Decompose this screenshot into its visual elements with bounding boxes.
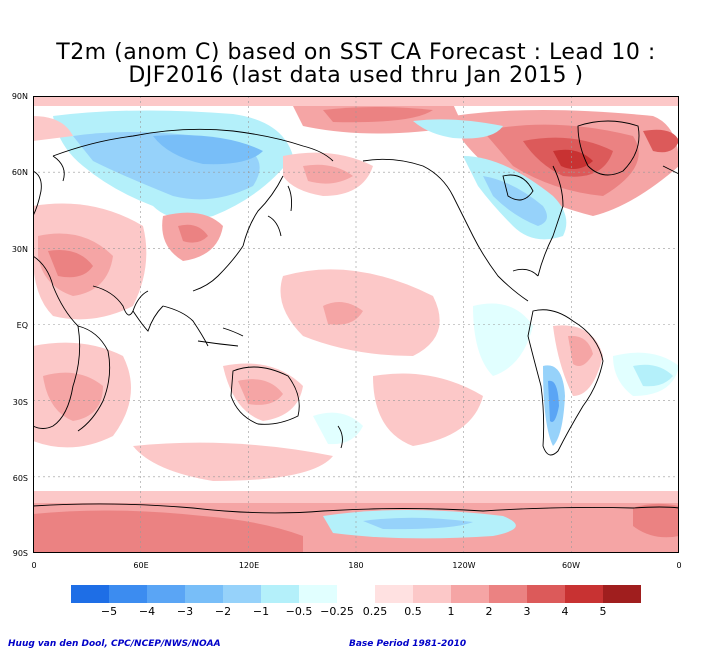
colorbar-label: −1 <box>252 605 270 618</box>
colorbar-swatch <box>223 585 262 603</box>
colorbar-label: 1 <box>447 605 455 618</box>
colorbar-swatch <box>261 585 300 603</box>
colorbar-label: 3 <box>523 605 531 618</box>
colorbar-label: 0.25 <box>362 605 388 618</box>
colorbar-label: 2 <box>485 605 493 618</box>
colorbar-label: −2 <box>214 605 232 618</box>
lat-label-30n: 30N <box>11 245 28 254</box>
lon-label-60w: 60W <box>561 561 581 570</box>
colorbar-swatch <box>565 585 604 603</box>
colorbar-swatch <box>185 585 224 603</box>
colorbar-swatch <box>413 585 452 603</box>
map-title-line2: DJF2016 (last data used thru Jan 2015 ) <box>128 63 584 88</box>
lat-label-30s: 30S <box>12 398 28 407</box>
tropical-east-pacific-cold <box>473 303 533 376</box>
lon-label-0-east: 0 <box>676 561 682 570</box>
colorbar-swatch <box>527 585 566 603</box>
footer-base-period: Base Period 1981-2010 <box>349 639 467 649</box>
lon-label-180: 180 <box>348 561 364 570</box>
colorbar-swatch <box>147 585 186 603</box>
lat-label-60s: 60S <box>12 474 28 483</box>
colorbar-swatch <box>375 585 414 603</box>
lat-label-90s: 90S <box>12 549 28 558</box>
colorbar-label: −4 <box>138 605 156 618</box>
footer-credit: Huug van den Dool, CPC/NCEP/NWS/NOAA <box>8 639 221 649</box>
colorbar-swatch <box>489 585 528 603</box>
coastlines <box>33 120 679 514</box>
colorbar-swatch <box>109 585 148 603</box>
lat-label-90n: 90N <box>11 92 28 101</box>
lat-label-eq: EQ <box>16 321 28 330</box>
map-frame <box>33 96 679 553</box>
colorbar-label: −5 <box>100 605 118 618</box>
colorbar <box>71 585 641 603</box>
colorbar-swatch <box>71 585 110 603</box>
colorbar-swatch <box>337 585 376 603</box>
colorbar-label: 5 <box>599 605 607 618</box>
colorbar-label: −0.25 <box>320 605 354 618</box>
colorbar-label: 0.5 <box>404 605 422 618</box>
colorbar-swatch <box>451 585 490 603</box>
south-pacific-warm <box>373 373 483 446</box>
lon-label-60e: 60E <box>133 561 149 570</box>
lon-label-120w: 120W <box>452 561 476 570</box>
colorbar-label: −0.5 <box>285 605 313 618</box>
lat-label-60n: 60N <box>11 168 28 177</box>
lon-label-120e: 120E <box>238 561 260 570</box>
graticule <box>33 96 679 553</box>
antarctica-strong-warm <box>33 510 303 553</box>
colorbar-label: −3 <box>176 605 194 618</box>
colorbar-swatch <box>603 585 641 603</box>
anomaly-map <box>33 96 679 553</box>
colorbar-label: 4 <box>561 605 569 618</box>
colorbar-swatch <box>299 585 338 603</box>
lon-label-0: 0 <box>31 561 37 570</box>
map-title-line1: T2m (anom C) based on SST CA Forecast : … <box>56 40 656 65</box>
